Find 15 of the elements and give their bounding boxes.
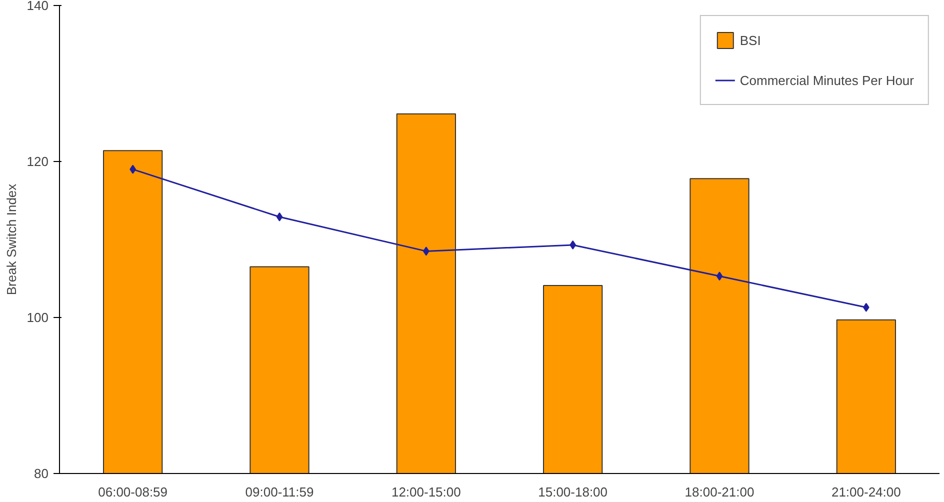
y-tick-label: 120 bbox=[26, 154, 49, 169]
x-tick-label: 06:00-08:59 bbox=[98, 484, 168, 500]
y-tick-label: 80 bbox=[34, 466, 49, 481]
point bbox=[276, 212, 283, 222]
y-axis-title: Break Switch Index bbox=[4, 183, 19, 296]
legend-label: Commercial Minutes Per Hour bbox=[740, 72, 914, 88]
x-tick-label: 12:00-15:00 bbox=[391, 484, 461, 500]
x-tick-label: 15:00-18:00 bbox=[538, 484, 608, 500]
y-tick-label: 100 bbox=[26, 310, 49, 325]
x-tick-label: 18:00-21:00 bbox=[684, 484, 754, 500]
legend-label: BSI bbox=[740, 32, 761, 48]
y-tick-label: 140 bbox=[26, 0, 49, 13]
x-tick-label: 09:00-11:59 bbox=[245, 484, 314, 500]
point bbox=[716, 272, 723, 281]
x-tick-label: 21:00-24:00 bbox=[831, 484, 901, 500]
